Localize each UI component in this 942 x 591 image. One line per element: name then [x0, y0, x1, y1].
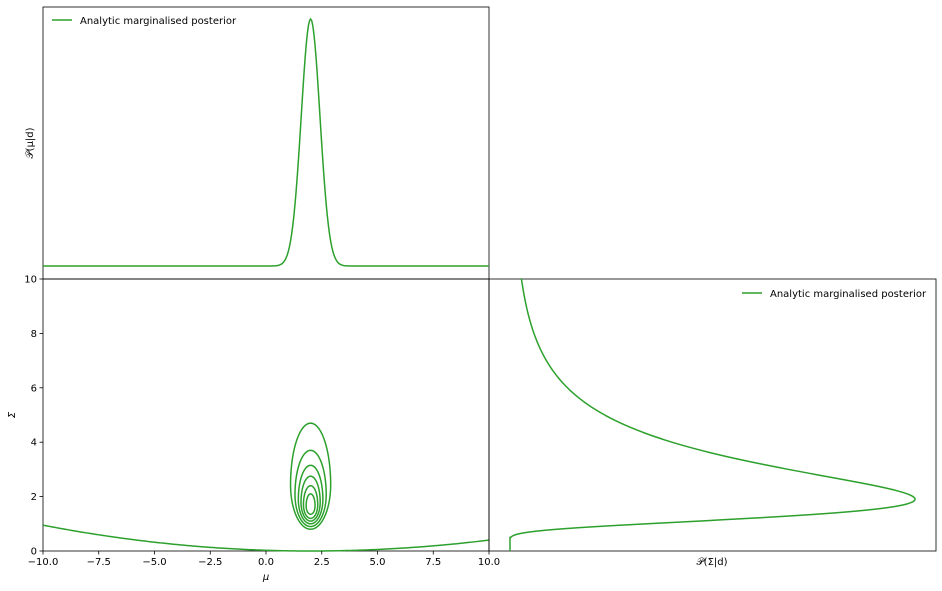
- joint-xtick-label: −2.5: [198, 557, 222, 568]
- joint-ylabel: Σ: [7, 411, 18, 418]
- joint-ytick-label: 8: [31, 329, 37, 340]
- marginal-sigma-axes-frame: [488, 278, 937, 552]
- marginal-sigma-legend: Analytic marginalised posterior: [742, 289, 927, 300]
- joint-axes-frame: [42, 278, 490, 552]
- joint-xtick-label: 10.0: [478, 557, 500, 568]
- marginal-sigma-panel: 𝒫(Σ|d) Analytic marginalised posterior: [488, 278, 937, 568]
- marginal-sigma-legend-label: Analytic marginalised posterior: [770, 289, 927, 300]
- joint-yticks: 0 2 4 6 8 10: [24, 275, 43, 558]
- joint-xtick-label: 2.5: [314, 557, 330, 568]
- joint-xtick-label: −7.5: [87, 557, 111, 568]
- joint-ytick-label: 6: [31, 383, 37, 394]
- joint-xtick-label: 5.0: [370, 557, 386, 568]
- marginal-mu-axes-frame: [42, 6, 490, 280]
- marginal-mu-series-line: [43, 17, 489, 267]
- joint-ytick-label: 0: [31, 547, 37, 558]
- joint-contour-line: [289, 422, 332, 530]
- joint-xtick-label: 0.0: [258, 557, 274, 568]
- joint-xlabel: μ: [262, 572, 269, 583]
- joint-contour-line: [297, 464, 324, 525]
- marginal-mu-legend: Analytic marginalised posterior: [52, 16, 237, 27]
- joint-xticks: −10.0 −7.5 −5.0 −2.5 0.0 2.5 5.0 7.5 10.0: [28, 551, 500, 568]
- marginal-sigma-xlabel: 𝒫(Σ|d): [696, 557, 727, 568]
- joint-contours: [289, 422, 332, 530]
- marginal-mu-ylabel: 𝒫(μ|d): [25, 127, 36, 158]
- joint-ytick-label: 2: [31, 492, 37, 503]
- joint-ytick-label: 10: [24, 275, 37, 286]
- joint-outer-contour: [42, 524, 490, 552]
- marginal-sigma-series-line: [509, 278, 916, 551]
- joint-contour-line: [294, 449, 327, 528]
- joint-contour-line: [305, 493, 316, 516]
- joint-contour-line: [302, 484, 319, 520]
- joint-contour-line: [300, 475, 321, 522]
- joint-xtick-label: 7.5: [425, 557, 441, 568]
- marginal-mu-legend-label: Analytic marginalised posterior: [80, 16, 237, 27]
- joint-posterior-panel: −10.0 −7.5 −5.0 −2.5 0.0 2.5 5.0 7.5 10.0 0 2 4 6 8 1…: [7, 275, 500, 584]
- joint-xtick-label: −5.0: [142, 557, 166, 568]
- marginal-mu-panel: 𝒫(μ|d) Analytic marginalised posterior: [25, 6, 490, 280]
- joint-ytick-label: 4: [31, 438, 37, 449]
- joint-xtick-label: −10.0: [28, 557, 59, 568]
